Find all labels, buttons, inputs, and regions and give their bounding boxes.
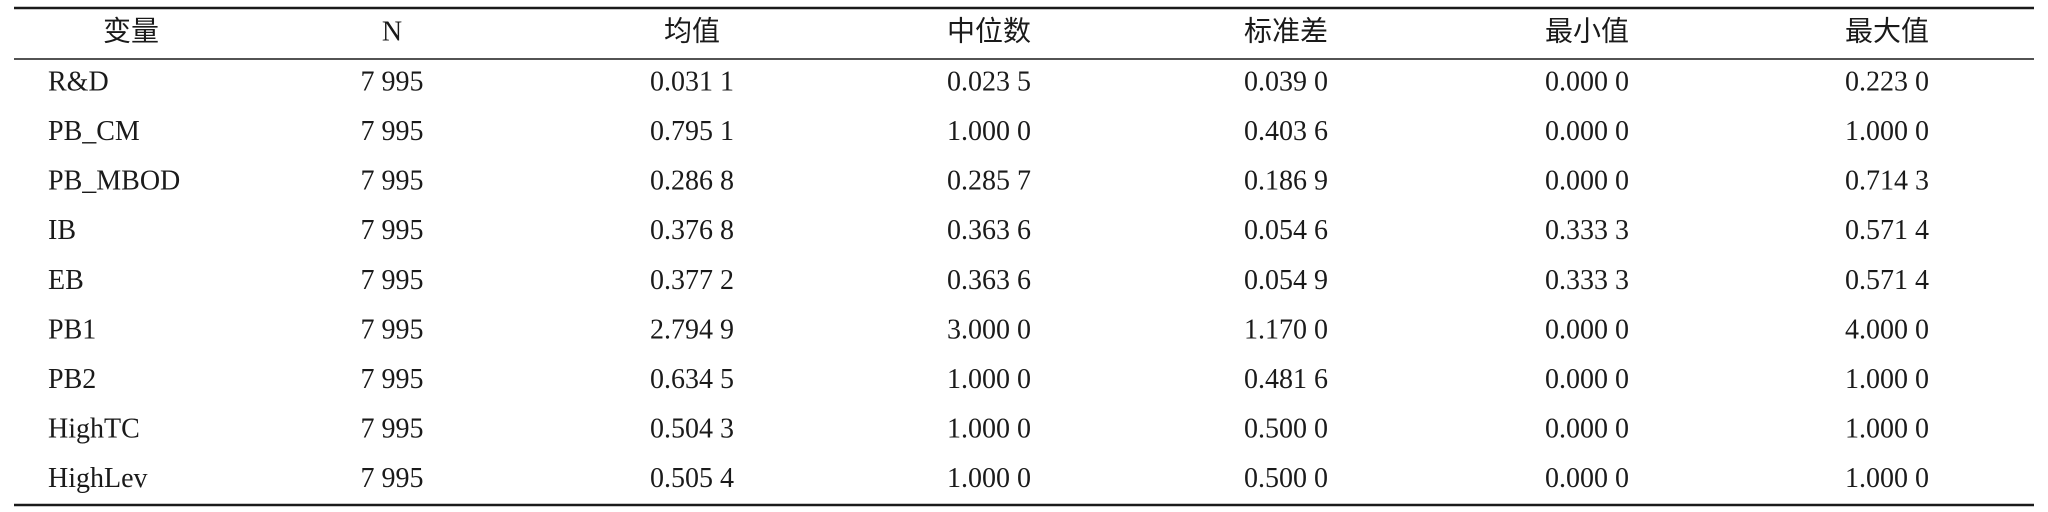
row-label: HighTC xyxy=(48,414,140,445)
data-cell: 0.054 9 xyxy=(1244,265,1328,296)
data-cell: 0.000 0 xyxy=(1545,314,1629,345)
data-cell: 7 995 xyxy=(361,265,424,296)
data-cell: 2.794 9 xyxy=(650,314,734,345)
data-cell: 7 995 xyxy=(361,314,424,345)
data-cell: 0.634 5 xyxy=(650,364,734,395)
data-cell: 0.403 6 xyxy=(1244,116,1328,147)
data-cell: 7 995 xyxy=(361,166,424,197)
data-cell: 1.000 0 xyxy=(1845,414,1929,445)
data-cell: 0.505 4 xyxy=(650,463,734,494)
data-cell: 1.000 0 xyxy=(1845,364,1929,395)
data-cell: 0.377 2 xyxy=(650,265,734,296)
data-cell: 7 995 xyxy=(361,215,424,246)
data-cell: 1.000 0 xyxy=(1845,463,1929,494)
header-cell: N xyxy=(382,16,402,47)
data-cell: 0.286 8 xyxy=(650,166,734,197)
row-label: EB xyxy=(48,265,84,296)
data-cell: 0.333 3 xyxy=(1545,215,1629,246)
header-cell: 标准差 xyxy=(1244,15,1328,47)
row-label: R&D xyxy=(48,66,109,97)
data-cell: 0.376 8 xyxy=(650,215,734,246)
row-label: HighLev xyxy=(48,463,148,494)
data-cell: 0.223 0 xyxy=(1845,66,1929,97)
row-label: PB2 xyxy=(48,364,96,395)
data-cell: 1.000 0 xyxy=(947,414,1031,445)
data-cell: 0.000 0 xyxy=(1545,364,1629,395)
data-cell: 7 995 xyxy=(361,414,424,445)
data-cell: 0.039 0 xyxy=(1244,66,1328,97)
data-cell: 7 995 xyxy=(361,116,424,147)
data-cell: 0.500 0 xyxy=(1244,463,1328,494)
header-cell: 中位数 xyxy=(947,15,1031,47)
data-cell: 1.000 0 xyxy=(947,463,1031,494)
data-cell: 0.363 6 xyxy=(947,265,1031,296)
data-cell: 1.000 0 xyxy=(947,116,1031,147)
data-cell: 0.054 6 xyxy=(1244,215,1328,246)
data-cell: 0.285 7 xyxy=(947,166,1031,197)
data-cell: 0.500 0 xyxy=(1244,414,1328,445)
data-cell: 0.023 5 xyxy=(947,66,1031,97)
data-cell: 3.000 0 xyxy=(947,314,1031,345)
data-cell: 7 995 xyxy=(361,463,424,494)
data-cell: 0.363 6 xyxy=(947,215,1031,246)
data-cell: 0.000 0 xyxy=(1545,116,1629,147)
data-cell: 0.714 3 xyxy=(1845,166,1929,197)
data-cell: 0.000 0 xyxy=(1545,414,1629,445)
header-cell: 最大值 xyxy=(1845,15,1929,47)
data-cell: 0.186 9 xyxy=(1244,166,1328,197)
row-label: PB1 xyxy=(48,314,96,345)
data-cell: 4.000 0 xyxy=(1845,314,1929,345)
row-label: IB xyxy=(48,215,76,246)
data-cell: 0.000 0 xyxy=(1545,66,1629,97)
data-cell: 0.000 0 xyxy=(1545,166,1629,197)
data-cell: 0.481 6 xyxy=(1244,364,1328,395)
data-cell: 1.170 0 xyxy=(1244,314,1328,345)
row-label: PB_MBOD xyxy=(48,166,180,197)
data-cell: 0.795 1 xyxy=(650,116,734,147)
data-cell: 1.000 0 xyxy=(1845,116,1929,147)
data-cell: 0.333 3 xyxy=(1545,265,1629,296)
header-cell: 均值 xyxy=(664,15,720,47)
header-cell: 最小值 xyxy=(1545,15,1629,47)
data-cell: 1.000 0 xyxy=(947,364,1031,395)
row-label: PB_CM xyxy=(48,116,140,147)
header-cell: 变量 xyxy=(103,15,159,47)
data-cell: 0.504 3 xyxy=(650,414,734,445)
data-cell: 7 995 xyxy=(361,66,424,97)
data-cell: 7 995 xyxy=(361,364,424,395)
data-cell: 0.571 4 xyxy=(1845,215,1929,246)
data-cell: 0.000 0 xyxy=(1545,463,1629,494)
data-cell: 0.571 4 xyxy=(1845,265,1929,296)
data-cell: 0.031 1 xyxy=(650,66,734,97)
